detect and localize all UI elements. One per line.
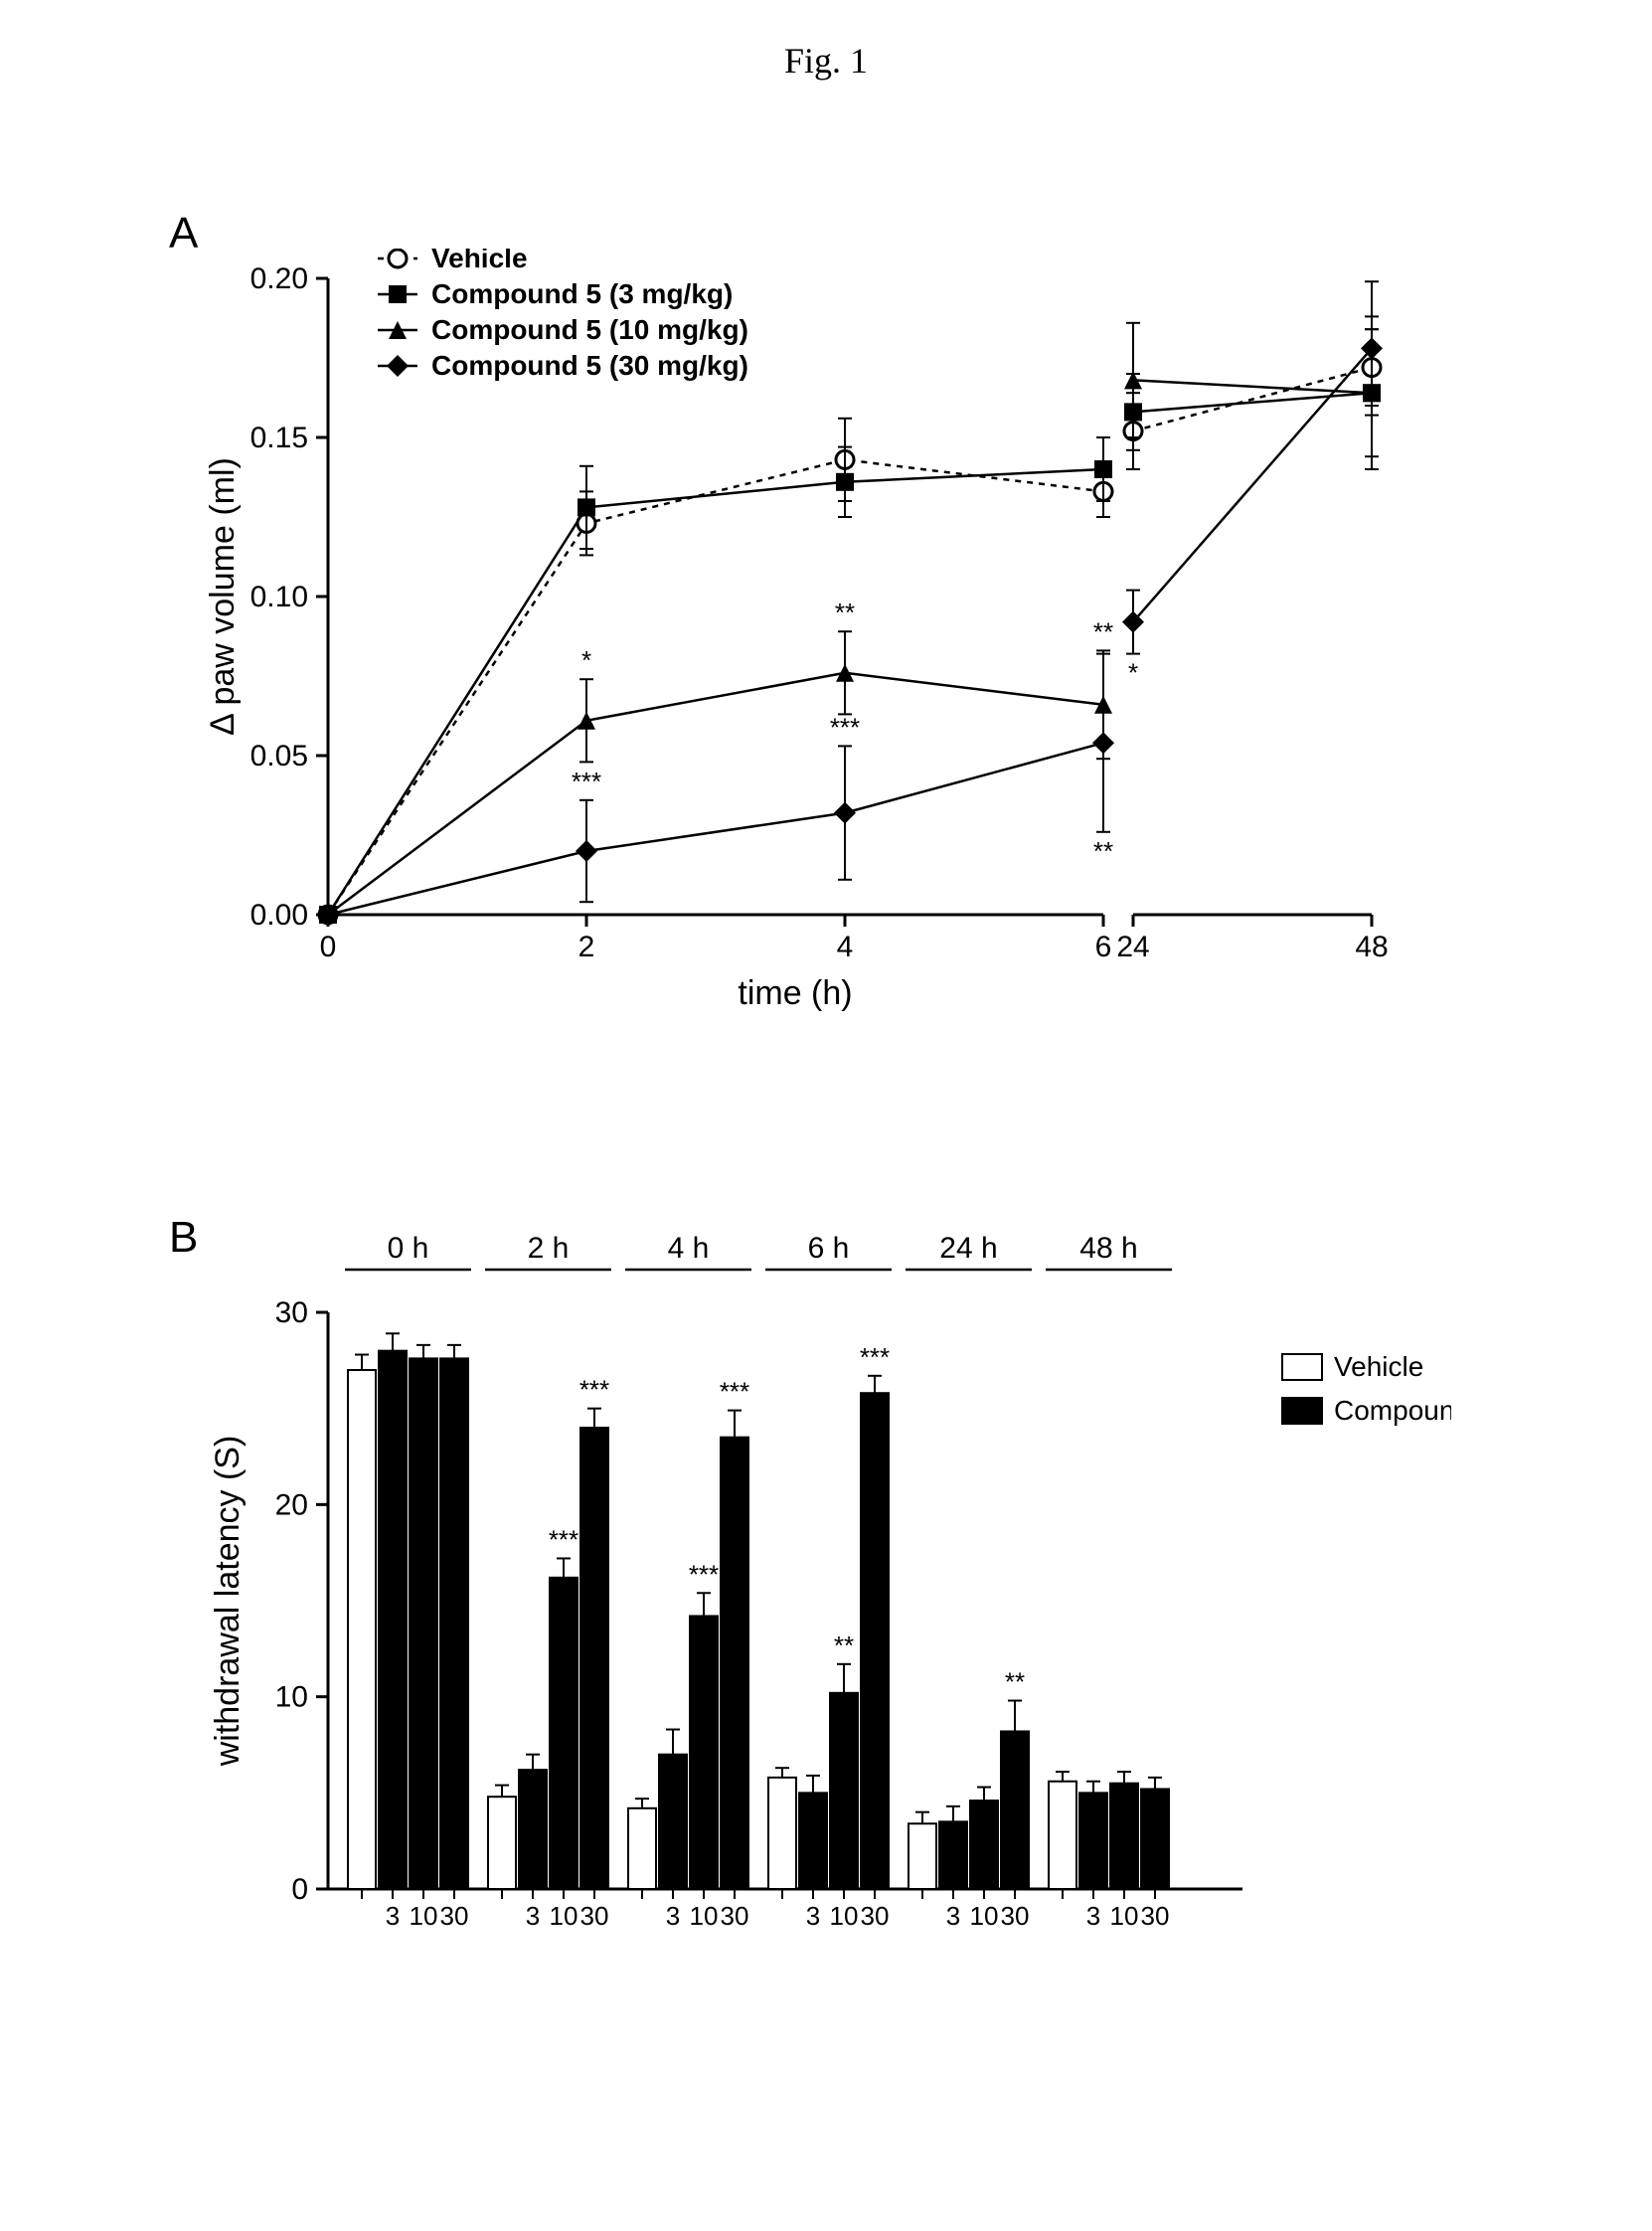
vehicle-bar (909, 1823, 936, 1889)
bar-x-label: 30 (580, 1901, 609, 1931)
compound-bar (659, 1755, 687, 1889)
y-tick-label: 30 (275, 1296, 308, 1329)
bar-x-label: 10 (1110, 1901, 1139, 1931)
x-tick-label: 2 (578, 931, 595, 963)
vehicle-bar (768, 1778, 796, 1889)
vehicle-bar (1049, 1782, 1076, 1889)
compound-bar (519, 1770, 547, 1889)
compound-bar (799, 1793, 827, 1889)
bar-x-label: 10 (690, 1901, 719, 1931)
compound-bar (721, 1438, 748, 1889)
compound-bar (379, 1351, 407, 1889)
bar-x-label: 10 (830, 1901, 859, 1931)
bar-x-label: 3 (806, 1901, 820, 1931)
time-header: 4 h (668, 1232, 710, 1265)
compound-bar (1110, 1784, 1138, 1889)
legend-swatch (1282, 1398, 1322, 1424)
y-tick-label: 0.00 (250, 899, 308, 932)
x-tick-label: 24 (1116, 931, 1149, 963)
significance-label: *** (860, 1342, 890, 1372)
significance-label: *** (720, 1377, 749, 1407)
y-tick-label: 0.20 (250, 262, 308, 295)
y-axis-label: Δ paw volume (ml) (204, 457, 242, 736)
significance-label: ** (834, 1630, 854, 1660)
bar-x-label: 3 (1086, 1901, 1100, 1931)
compound-bar (550, 1578, 578, 1889)
compound-bar (1079, 1793, 1107, 1889)
compound-bar (861, 1393, 889, 1889)
compound-bar (1141, 1789, 1169, 1889)
legend-swatch (1282, 1354, 1322, 1380)
bar-x-label: 3 (386, 1901, 400, 1931)
compound-bar (1001, 1731, 1029, 1889)
significance-label: * (581, 645, 591, 675)
significance-label: ** (835, 598, 855, 627)
legend-label: Compound 5 (10 mg/kg) (431, 314, 748, 345)
significance-label: *** (579, 1375, 609, 1405)
compound-bar (830, 1693, 858, 1889)
panel-b: B 0102030withdrawal latency (S)0 h310302… (199, 1223, 1451, 2018)
x-axis-label: time (h) (738, 974, 852, 1012)
significance-label: *** (572, 767, 601, 796)
significance-label: * (1128, 658, 1138, 688)
y-tick-label: 0 (291, 1873, 308, 1906)
y-tick-label: 10 (275, 1681, 308, 1714)
y-tick-label: 0.05 (250, 740, 308, 772)
bar-x-label: 3 (946, 1901, 960, 1931)
bar-chart-svg: 0102030withdrawal latency (S)0 h310302 h… (199, 1223, 1451, 2018)
time-header: 48 h (1079, 1232, 1137, 1265)
compound-bar (690, 1616, 718, 1889)
bar-x-label: 30 (440, 1901, 469, 1931)
bar-x-label: 3 (526, 1901, 540, 1931)
legend-label: Vehicle (1334, 1351, 1423, 1382)
line-chart-svg: 0.000.050.100.150.20Δ paw volume (ml)024… (199, 249, 1451, 1044)
bar-x-label: 30 (1001, 1901, 1030, 1931)
y-tick-label: 20 (275, 1488, 308, 1521)
bar-x-label: 10 (970, 1901, 999, 1931)
x-tick-label: 6 (1095, 931, 1112, 963)
significance-label: ** (1093, 836, 1113, 866)
compound-bar (580, 1428, 608, 1889)
panel-a: A 0.000.050.100.150.20Δ paw volume (ml)0… (199, 249, 1451, 1044)
legend-label: Compound 5 (30 mg/kg) (431, 350, 748, 381)
compound-bar (970, 1801, 998, 1889)
significance-label: ** (1005, 1667, 1025, 1697)
bar-x-label: 30 (1141, 1901, 1170, 1931)
figure-title: Fig. 1 (784, 40, 868, 82)
time-header: 2 h (528, 1232, 570, 1265)
legend-label: Compound 5 (1334, 1395, 1451, 1426)
x-tick-label: 0 (320, 931, 337, 963)
x-tick-label: 48 (1355, 931, 1388, 963)
legend-label: Compound 5 (3 mg/kg) (431, 278, 733, 309)
compound-bar (939, 1821, 967, 1889)
y-tick-label: 0.10 (250, 581, 308, 613)
bar-x-label: 30 (721, 1901, 749, 1931)
significance-label: *** (549, 1524, 578, 1554)
time-header: 0 h (388, 1232, 429, 1265)
vehicle-bar (488, 1797, 516, 1889)
time-header: 24 h (939, 1232, 997, 1265)
y-tick-label: 0.15 (250, 422, 308, 454)
time-header: 6 h (808, 1232, 850, 1265)
x-tick-label: 4 (837, 931, 854, 963)
significance-label: ** (1093, 616, 1113, 646)
compound-bar (410, 1358, 437, 1889)
significance-label: *** (830, 712, 860, 742)
panel-b-label: B (169, 1213, 198, 1263)
legend-label: Vehicle (431, 249, 528, 273)
vehicle-bar (628, 1808, 656, 1889)
bar-x-label: 30 (861, 1901, 890, 1931)
vehicle-bar (348, 1370, 376, 1889)
bar-x-label: 3 (666, 1901, 680, 1931)
compound-bar (440, 1358, 468, 1889)
bar-x-label: 10 (410, 1901, 438, 1931)
panel-a-label: A (169, 209, 198, 258)
significance-label: *** (689, 1559, 719, 1589)
bar-x-label: 10 (550, 1901, 578, 1931)
y-axis-label: withdrawal latency (S) (209, 1436, 247, 1768)
